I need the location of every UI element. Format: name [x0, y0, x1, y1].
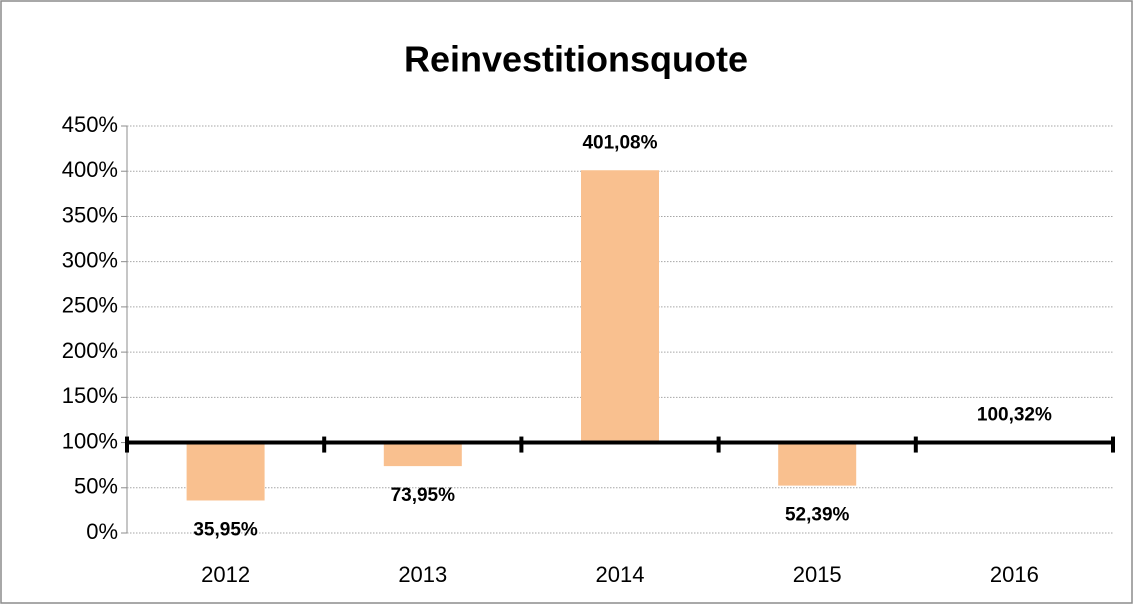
value-label: 73,95%	[391, 485, 456, 506]
value-label: 100,32%	[977, 404, 1052, 425]
y-tick-label: 0%	[86, 519, 118, 544]
bar	[581, 170, 659, 443]
y-tick-label: 50%	[74, 474, 118, 499]
y-tick-label: 400%	[62, 157, 118, 182]
x-tick-label: 2015	[793, 562, 842, 587]
y-tick-label: 250%	[62, 293, 118, 318]
y-tick-label: 150%	[62, 383, 118, 408]
chart-title: Reinvestitionsquote	[404, 39, 748, 80]
y-tick-label: 350%	[62, 202, 118, 227]
y-tick-label: 300%	[62, 247, 118, 272]
value-label: 52,39%	[785, 505, 850, 526]
value-label: 35,95%	[193, 520, 258, 541]
y-tick-label: 200%	[62, 338, 118, 363]
bar	[778, 442, 857, 486]
bar	[186, 442, 265, 501]
value-label: 401,08%	[582, 132, 657, 153]
y-tick-label: 100%	[62, 428, 118, 453]
x-tick-label: 2016	[990, 562, 1039, 587]
x-tick-label: 2013	[398, 562, 447, 587]
bar	[383, 442, 462, 467]
y-tick-label: 450%	[62, 112, 118, 137]
x-tick-label: 2012	[201, 562, 250, 587]
x-tick-label: 2014	[596, 562, 645, 587]
